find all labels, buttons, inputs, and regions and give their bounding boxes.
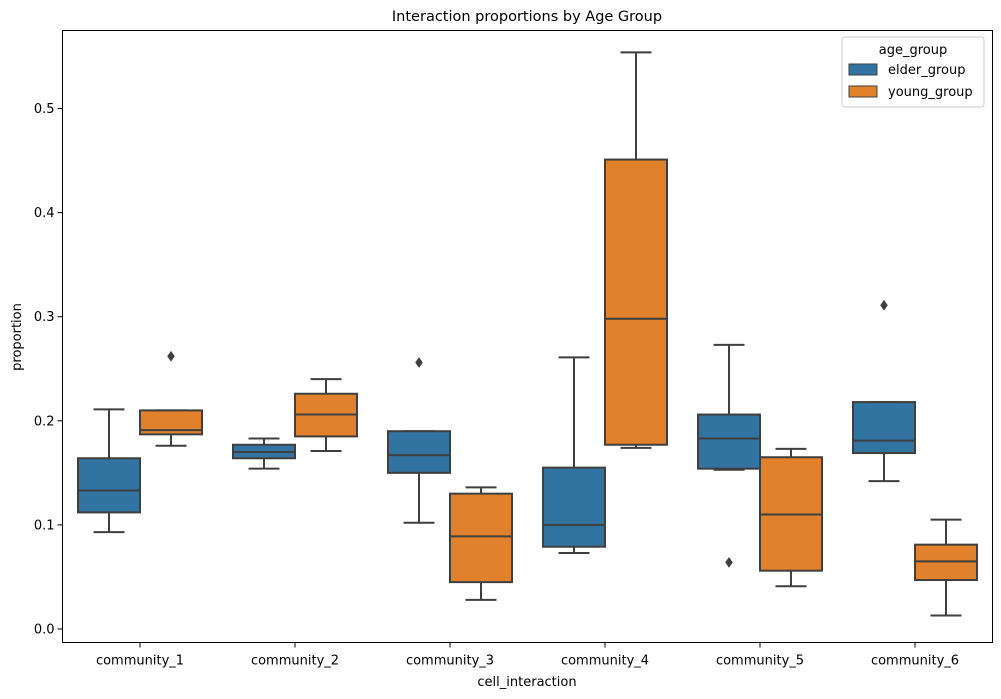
y-axis-label: proportion bbox=[10, 303, 25, 371]
box-group-young_group-community_2 bbox=[294, 378, 358, 452]
y-tick-label: 0.1 bbox=[34, 518, 55, 533]
plot-frame bbox=[62, 30, 993, 643]
box-iqr bbox=[77, 457, 141, 514]
box-group-elder_group-community_3 bbox=[387, 357, 451, 524]
x-tick-label: community_3 bbox=[406, 654, 494, 669]
y-tick-label: 0.3 bbox=[34, 310, 55, 325]
outlier-marker bbox=[167, 350, 175, 362]
box-group-elder_group-community_2 bbox=[232, 437, 296, 470]
box-iqr bbox=[139, 409, 203, 436]
plot-area bbox=[77, 51, 978, 617]
legend: age_group elder_group young_group bbox=[841, 36, 985, 108]
y-tick-label: 0.2 bbox=[34, 414, 55, 429]
box-group-elder_group-community_4 bbox=[542, 356, 606, 554]
box-iqr bbox=[604, 158, 668, 446]
box-group-elder_group-community_5 bbox=[697, 343, 761, 568]
box-group-young_group-community_5 bbox=[759, 447, 823, 588]
box-iqr bbox=[542, 466, 606, 548]
chart-title: Interaction proportions by Age Group bbox=[392, 9, 662, 25]
box-iqr bbox=[387, 430, 451, 474]
x-tick-label: community_1 bbox=[96, 654, 184, 669]
box-group-young_group-community_1 bbox=[139, 350, 203, 447]
legend-entry-elder_group: elder_group bbox=[888, 63, 965, 78]
outlier-marker bbox=[725, 556, 733, 568]
x-tick-label: community_2 bbox=[251, 654, 339, 669]
box-group-elder_group-community_6 bbox=[852, 299, 916, 483]
y-tick-label: 0.5 bbox=[34, 102, 55, 117]
legend-entry-young_group: young_group bbox=[888, 85, 973, 100]
x-tick-label: community_6 bbox=[871, 654, 959, 669]
box-iqr bbox=[697, 413, 761, 470]
box-group-elder_group-community_1 bbox=[77, 408, 141, 534]
y-tick-label: 0.0 bbox=[34, 622, 55, 637]
box-iqr bbox=[914, 543, 978, 582]
legend-title: age_group bbox=[879, 43, 947, 58]
x-tick-label: community_5 bbox=[716, 654, 804, 669]
x-axis-label: cell_interaction bbox=[477, 675, 576, 690]
legend-swatch-young_group bbox=[848, 85, 878, 98]
box-iqr bbox=[449, 492, 513, 584]
outlier-marker bbox=[880, 299, 888, 311]
y-tick-label: 0.4 bbox=[34, 206, 55, 221]
outlier-marker bbox=[415, 357, 423, 368]
box-iqr bbox=[852, 401, 916, 455]
legend-swatch-elder_group bbox=[848, 63, 878, 76]
box-group-young_group-community_3 bbox=[449, 486, 513, 601]
box-group-young_group-community_6 bbox=[914, 518, 978, 617]
x-tick-label: community_4 bbox=[561, 654, 649, 669]
box-group-young_group-community_4 bbox=[604, 51, 668, 449]
